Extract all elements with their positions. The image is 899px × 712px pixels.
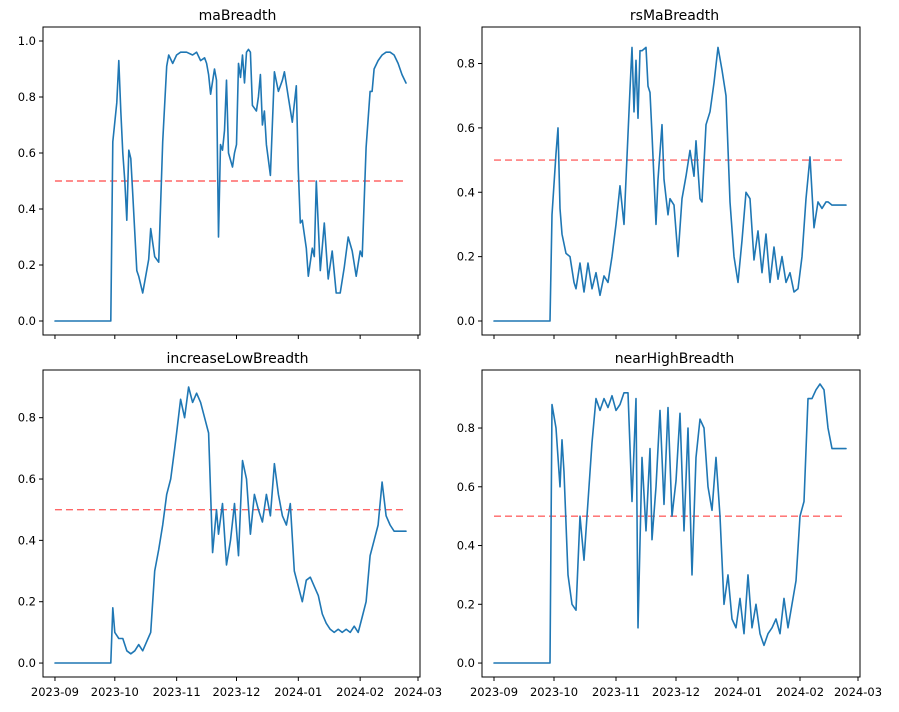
y-tick-label: 0.2 <box>457 250 475 264</box>
y-tick-label: 0.4 <box>457 539 475 553</box>
panel-nearhighbreadth: nearHighBreadth 0.0 0.2 0.4 0.6 0.8 2023-09 20… <box>457 351 882 699</box>
x-tick-label: 2024-03 <box>394 685 442 699</box>
y-tick-label: 0.0 <box>457 314 475 328</box>
plot-frame <box>42 26 421 336</box>
y-tick-label: 0.0 <box>457 656 475 670</box>
plot-frame <box>481 369 861 678</box>
y-tick-label: 0.8 <box>457 57 475 71</box>
series-line <box>493 46 847 322</box>
series-line <box>54 48 407 322</box>
y-tick-label: 0.4 <box>18 202 36 216</box>
chart-title: nearHighBreadth <box>615 351 735 367</box>
x-tick-label: 2023-12 <box>212 685 260 699</box>
chart-title: increaseLowBreadth <box>166 351 308 367</box>
series-line <box>493 383 847 664</box>
y-tick-label: 0.0 <box>18 656 36 670</box>
x-tick-label: 2023-11 <box>153 685 201 699</box>
y-tick-label: 0.0 <box>18 314 36 328</box>
y-tick-label: 0.6 <box>18 146 36 160</box>
y-tick-label: 0.8 <box>457 421 475 435</box>
x-tick-label: 2023-09 <box>31 685 79 699</box>
y-tick-label: 0.6 <box>457 121 475 135</box>
y-tick-label: 0.8 <box>18 90 36 104</box>
x-tick-label: 2023-12 <box>652 685 700 699</box>
x-tick-label: 2023-10 <box>530 685 578 699</box>
y-tick-label: 0.2 <box>18 258 36 272</box>
x-tick-label: 2024-03 <box>834 685 882 699</box>
y-tick-label: 0.2 <box>18 595 36 609</box>
y-tick-label: 0.4 <box>18 533 36 547</box>
y-tick-label: 0.6 <box>457 480 475 494</box>
plot-frame <box>481 26 861 336</box>
chart-title: rsMaBreadth <box>630 8 719 24</box>
panel-rsmabreadth: rsMaBreadth 0.0 0.2 0.4 0.6 0.8 <box>457 8 861 339</box>
y-tick-label: 0.4 <box>457 185 475 199</box>
y-tick-label: 0.8 <box>18 411 36 425</box>
panel-mabreadth: maBreadth 0.0 0.2 0.4 0.6 0.8 1.0 <box>18 8 421 339</box>
plot-frame <box>42 369 421 678</box>
x-tick-label: 2023-10 <box>91 685 139 699</box>
chart-title: maBreadth <box>199 8 277 24</box>
y-tick-label: 0.2 <box>457 597 475 611</box>
series-line <box>54 386 407 664</box>
x-tick-label: 2023-11 <box>592 685 640 699</box>
x-tick-label: 2024-01 <box>714 685 762 699</box>
x-tick-label: 2024-01 <box>274 685 322 699</box>
y-tick-label: 0.6 <box>18 472 36 486</box>
x-tick-label: 2024-02 <box>336 685 384 699</box>
y-tick-label: 1.0 <box>18 34 36 48</box>
x-tick-label: 2023-09 <box>470 685 518 699</box>
x-tick-label: 2024-02 <box>776 685 824 699</box>
panel-increaselowbreadth: increaseLowBreadth 0.0 0.2 0.4 0.6 0.8 2023-0… <box>18 351 442 699</box>
